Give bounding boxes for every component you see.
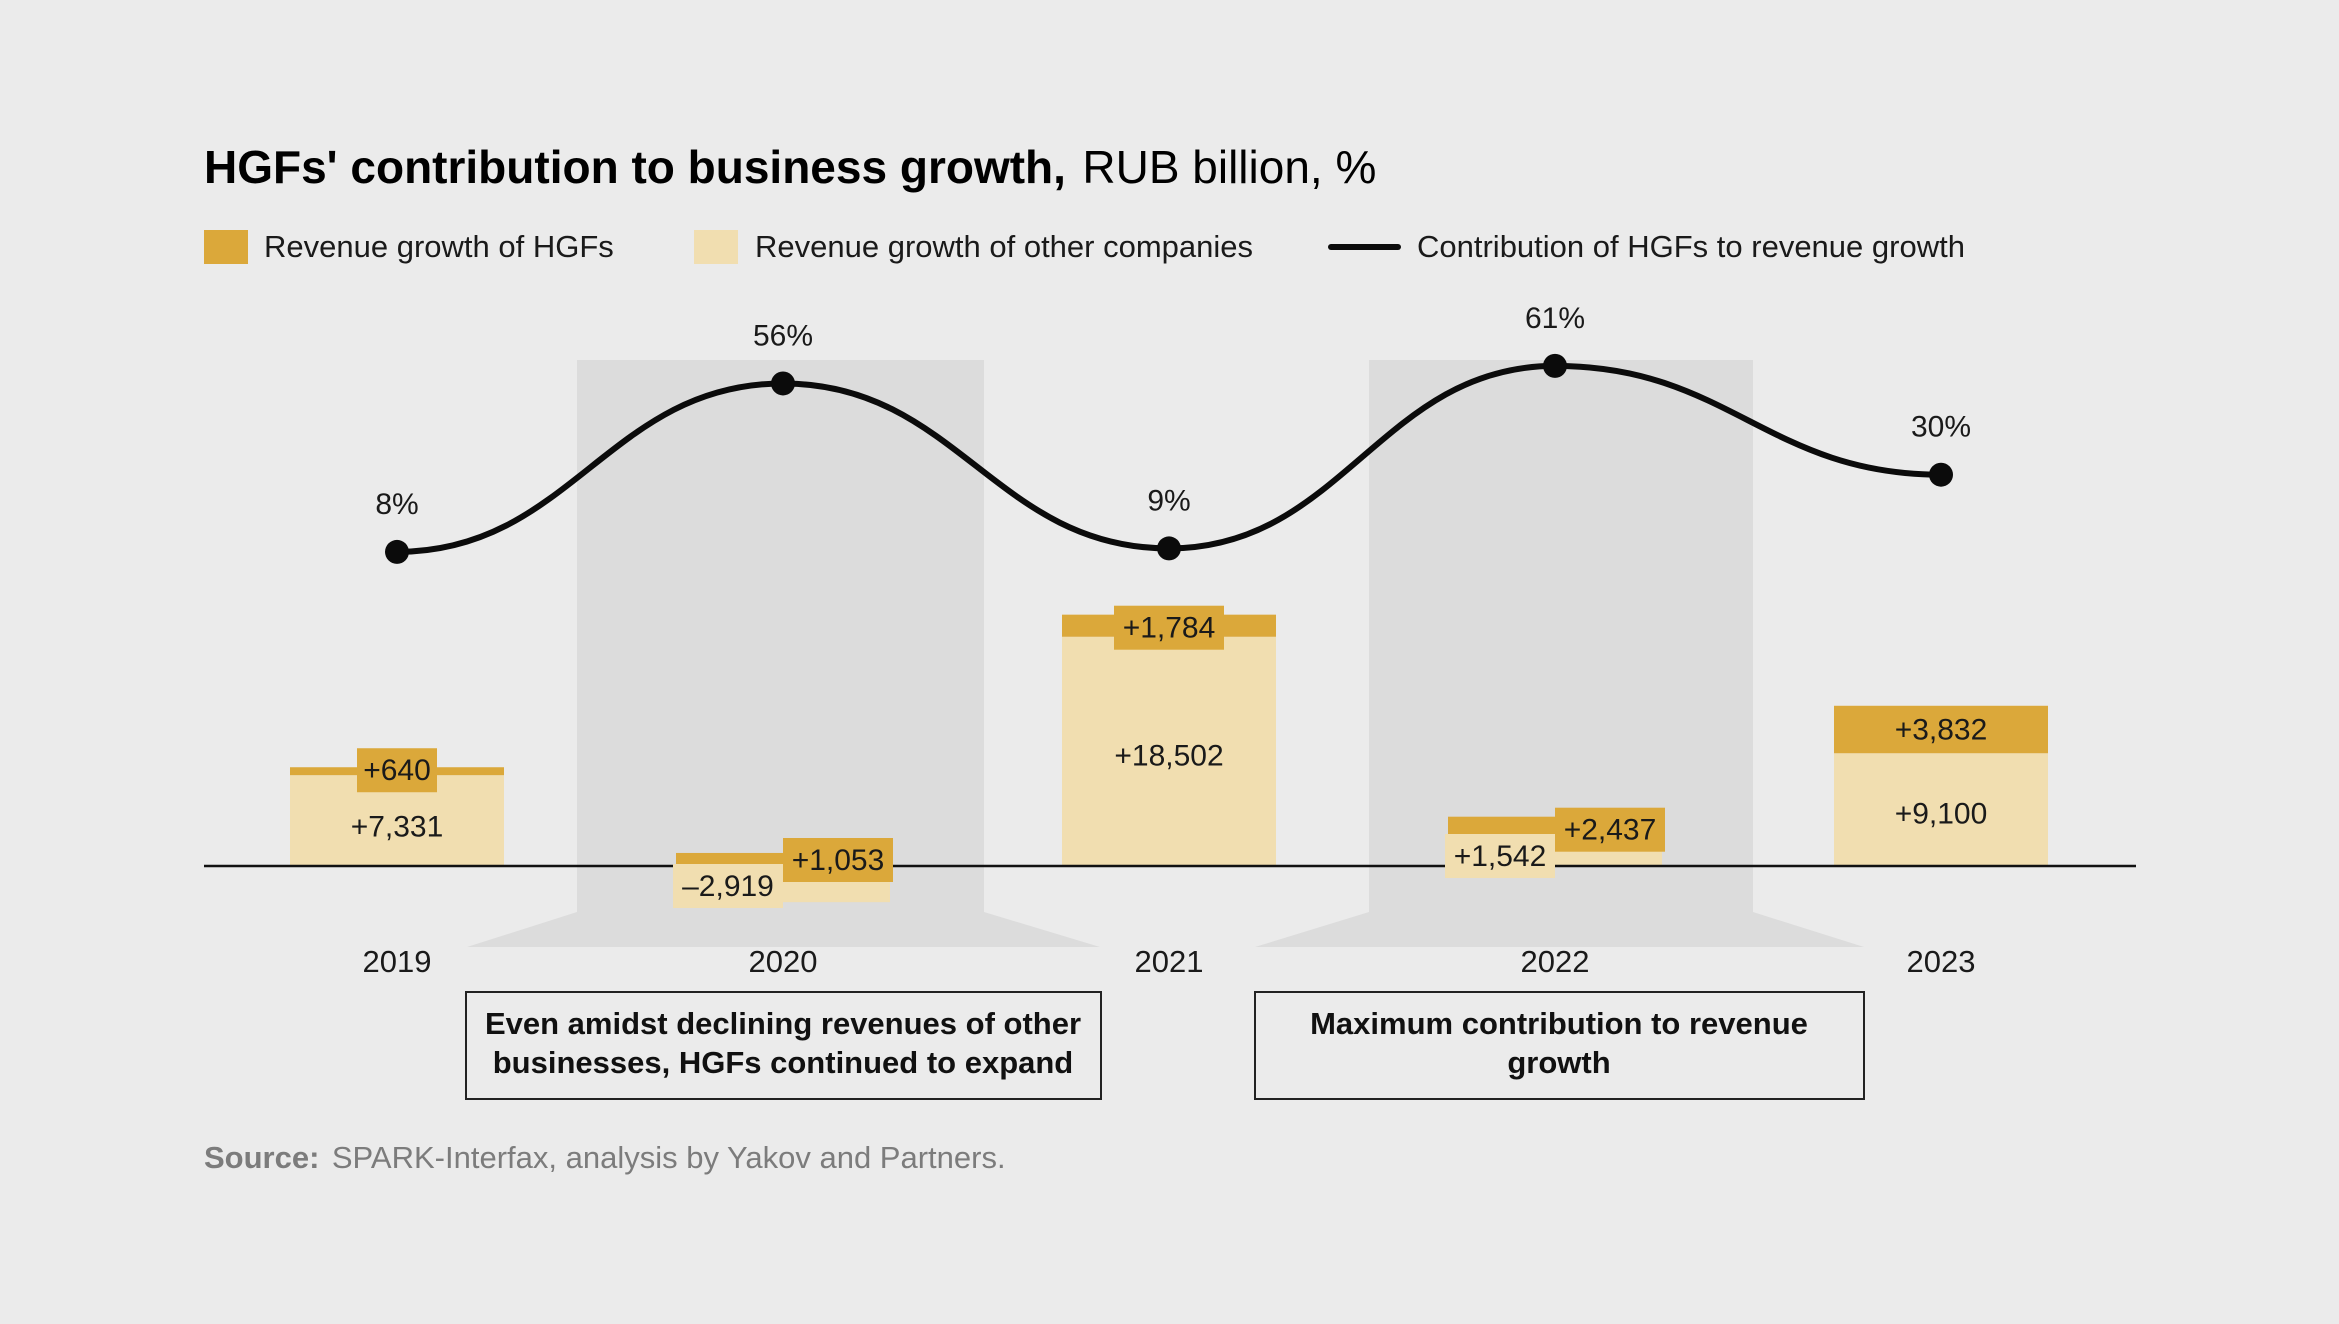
annotation-box-2020 [465, 991, 1102, 1100]
highlight-bands [465, 360, 1865, 1100]
x-tick-label-2021: 2021 [1135, 944, 1204, 979]
hgf-value-label-2019: +640 [363, 754, 431, 787]
hgf-value-label-2022: +2,437 [1564, 814, 1657, 847]
contribution-point-2023 [1929, 462, 1953, 487]
bar-other-2021 [1062, 636, 1276, 866]
hgf-value-box-2021 [1114, 605, 1224, 650]
other-value-label-2022: +1,542 [1454, 840, 1547, 873]
hgf-value-box-2022 [1555, 807, 1665, 852]
bar-other-2023 [1834, 753, 2048, 866]
hgf-value-box-2020 [783, 838, 893, 882]
chart-title-units: RUB billion, % [1082, 141, 1376, 193]
legend-swatch-other [694, 230, 738, 264]
legend-swatch-hgf [204, 230, 248, 264]
annotation-2020-line2: businesses, HGFs continued to expand [493, 1045, 1074, 1080]
other-value-label-2019: +7,331 [351, 811, 444, 844]
contribution-label-2020: 56% [753, 319, 813, 352]
x-tick-label-2023: 2023 [1907, 944, 1976, 979]
contribution-label-2019: 8% [375, 488, 418, 521]
chart-title-bold: HGFs' contribution to business growth, [204, 141, 1066, 193]
highlight-band-2020 [467, 360, 1100, 947]
chart-title: HGFs' contribution to business growth, R… [204, 141, 1376, 193]
source-note: Source: SPARK-Interfax, analysis by Yako… [204, 1140, 1006, 1175]
hgf-value-box-2023 [1886, 707, 1996, 752]
hgf-value-label-2023: +3,832 [1895, 714, 1988, 747]
annotation-2020-line1: Even amidst declining revenues of other [485, 1006, 1081, 1041]
highlight-band-2022 [1255, 360, 1864, 947]
hgf-value-label-2020: +1,053 [792, 844, 885, 877]
source-label: Source: [204, 1140, 319, 1175]
other-value-box-2020 [673, 864, 783, 908]
annotations: Even amidst declining revenues of other … [485, 1006, 1808, 1080]
legend-label-other: Revenue growth of other companies [755, 229, 1253, 264]
contribution-point-2022 [1543, 353, 1567, 378]
contribution-label-2022: 61% [1525, 302, 1585, 335]
other-value-label-2023: +9,100 [1895, 798, 1988, 831]
annotation-box-2022 [1254, 991, 1865, 1100]
other-value-label-2021: +18,502 [1114, 739, 1223, 772]
chart-labels: +640 +7,331 2019 +1,053 –2,919 2020 +1,784 +18,… [351, 302, 1988, 979]
x-tick-label-2022: 2022 [1521, 944, 1590, 979]
x-tick-label-2019: 2019 [363, 944, 432, 979]
x-tick-label-2020: 2020 [749, 944, 818, 979]
contribution-label-2021: 9% [1147, 484, 1190, 517]
legend-label-line: Contribution of HGFs to revenue growth [1417, 229, 1965, 264]
annotation-2022-line1: Maximum contribution to revenue [1310, 1006, 1808, 1041]
hgf-value-box-2019 [357, 748, 437, 793]
other-value-label-2020: –2,919 [682, 870, 774, 903]
other-value-box-2022 [1445, 834, 1555, 878]
hgf-value-label-2021: +1,784 [1123, 612, 1216, 645]
contribution-line [385, 353, 1953, 564]
legend: Revenue growth of HGFs Revenue growth of… [204, 229, 1965, 264]
hgf-label-boxes [357, 605, 1996, 908]
annotation-2022-line2: growth [1507, 1045, 1610, 1080]
source-text: SPARK-Interfax, analysis by Yakov and Pa… [332, 1140, 1006, 1175]
contribution-point-2021 [1157, 536, 1181, 561]
contribution-point-2020 [771, 371, 795, 396]
legend-label-hgf: Revenue growth of HGFs [264, 229, 614, 264]
contribution-label-2023: 30% [1911, 411, 1971, 444]
contribution-point-2019 [385, 539, 409, 564]
